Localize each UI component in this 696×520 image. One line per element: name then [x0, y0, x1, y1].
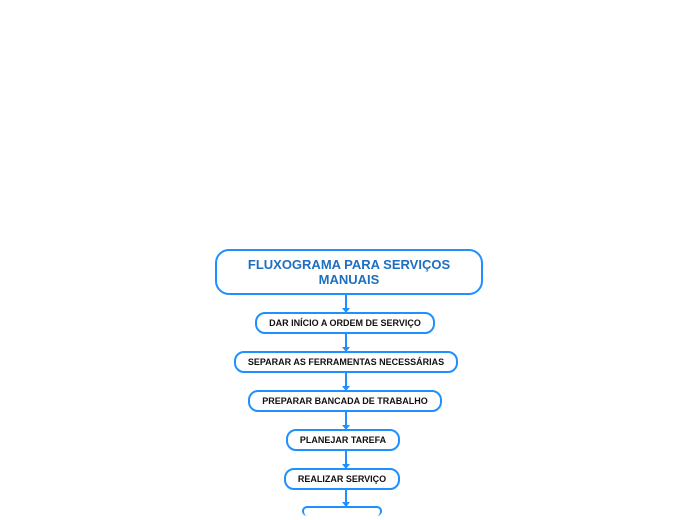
flowchart-arrow-0 [345, 295, 347, 312]
flowchart-step-0: DAR INÍCIO A ORDEM DE SERVIÇO [255, 312, 435, 334]
flowchart-step-2: PREPARAR BANCADA DE TRABALHO [248, 390, 442, 412]
flowchart-arrow-1 [345, 334, 347, 351]
flowchart-step-4-label: REALIZAR SERVIÇO [298, 474, 386, 484]
flowchart-step-0-label: DAR INÍCIO A ORDEM DE SERVIÇO [269, 318, 421, 328]
flowchart-step-2-label: PREPARAR BANCADA DE TRABALHO [262, 396, 428, 406]
flowchart-step-1-label: SEPARAR AS FERRAMENTAS NECESSÁRIAS [248, 357, 444, 367]
flowchart-step-3-label: PLANEJAR TAREFA [300, 435, 386, 445]
flowchart-arrow-4 [345, 451, 347, 468]
flowchart-step-4: REALIZAR SERVIÇO [284, 468, 400, 490]
flowchart-title-node: FLUXOGRAMA PARA SERVIÇOS MANUAIS [215, 249, 483, 295]
flowchart-arrow-3 [345, 412, 347, 429]
flowchart-title-label: FLUXOGRAMA PARA SERVIÇOS MANUAIS [235, 257, 463, 287]
flowchart-arrow-5 [345, 490, 347, 506]
flowchart-container: FLUXOGRAMA PARA SERVIÇOS MANUAIS DAR INÍ… [215, 249, 483, 516]
flowchart-step-1: SEPARAR AS FERRAMENTAS NECESSÁRIAS [234, 351, 458, 373]
flowchart-arrow-2 [345, 373, 347, 390]
flowchart-step-5 [302, 506, 382, 516]
flowchart-step-3: PLANEJAR TAREFA [286, 429, 400, 451]
